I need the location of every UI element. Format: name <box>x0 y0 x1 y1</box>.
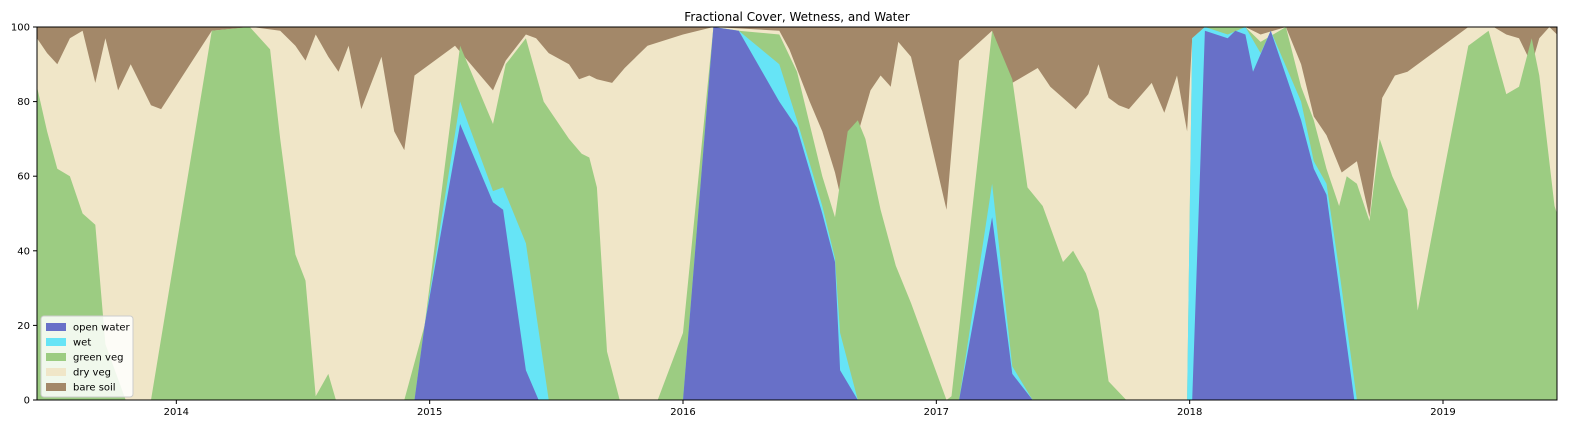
y-tick-label: 100 <box>11 23 30 34</box>
x-tick-label: 2016 <box>670 407 695 418</box>
legend-swatch <box>46 368 66 376</box>
y-tick-label: 0 <box>24 396 30 407</box>
x-axis: 2014 2015 2016 2017 2018 2019 <box>164 400 1456 418</box>
legend-label: wet <box>73 338 91 349</box>
area-open-water <box>37 27 1557 400</box>
x-tick-label: 2018 <box>1177 407 1202 418</box>
legend-swatch <box>46 383 66 391</box>
x-tick-label: 2017 <box>924 407 949 418</box>
plot-frame <box>36 26 1558 401</box>
legend-swatch <box>46 353 66 361</box>
legend-swatch <box>46 323 66 331</box>
legend-box <box>40 315 134 398</box>
x-tick-label: 2019 <box>1430 407 1455 418</box>
y-tick-label: 40 <box>17 246 30 257</box>
legend-label: green veg <box>73 353 123 364</box>
legend-swatch <box>46 338 66 346</box>
y-tick-label: 60 <box>17 172 30 183</box>
x-tick-label: 2015 <box>417 407 442 418</box>
legend-label: open water <box>73 323 131 334</box>
y-tick-label: 20 <box>17 321 30 332</box>
x-tick-label: 2014 <box>164 407 189 418</box>
chart-title: Fractional Cover, Wetness, and Water <box>684 10 909 24</box>
legend: open water wet green veg dry veg bare soil <box>40 315 134 398</box>
y-tick-label: 80 <box>17 97 30 108</box>
legend-label: bare soil <box>73 383 116 394</box>
legend-label: dry veg <box>73 368 111 379</box>
y-axis: 0 20 40 60 80 100 <box>11 23 37 407</box>
stacked-areas <box>37 27 1557 400</box>
